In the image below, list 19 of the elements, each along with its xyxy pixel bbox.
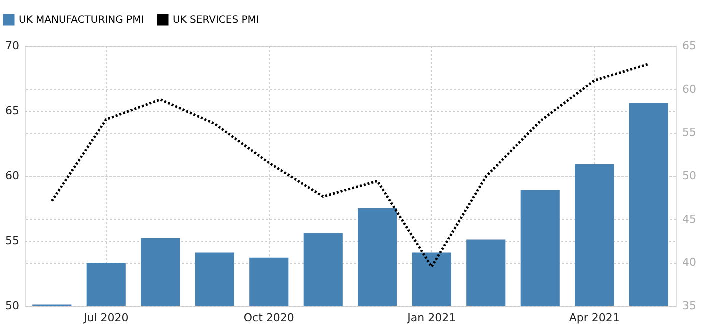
y2-tick-label: 40 (682, 256, 696, 270)
line-series (50, 62, 650, 268)
y2-tick-label: 65 (682, 40, 696, 52)
legend-label: UK SERVICES PMI (173, 15, 260, 26)
legend-label: UK MANUFACTURING PMI (19, 15, 144, 26)
y-tick-label: 70 (6, 40, 20, 52)
y-tick-label: 55 (6, 234, 20, 248)
x-tick-label: Jul 2020 (82, 312, 129, 324)
y-tick-label: 60 (6, 170, 20, 182)
y-tick-label: 50 (6, 300, 20, 312)
y2-tick-label: 60 (682, 82, 696, 96)
x-tick-label: Jan 2021 (406, 312, 456, 324)
x-tick-label: Apr 2021 (569, 312, 620, 324)
y-tick-label: 65 (6, 104, 20, 118)
y2-tick-label: 55 (682, 126, 696, 140)
x-tick-label: Oct 2020 (244, 312, 294, 324)
y2-tick-label: 50 (682, 170, 696, 182)
y2-tick-label: 45 (682, 212, 696, 226)
y2-tick-label: 35 (682, 300, 696, 312)
